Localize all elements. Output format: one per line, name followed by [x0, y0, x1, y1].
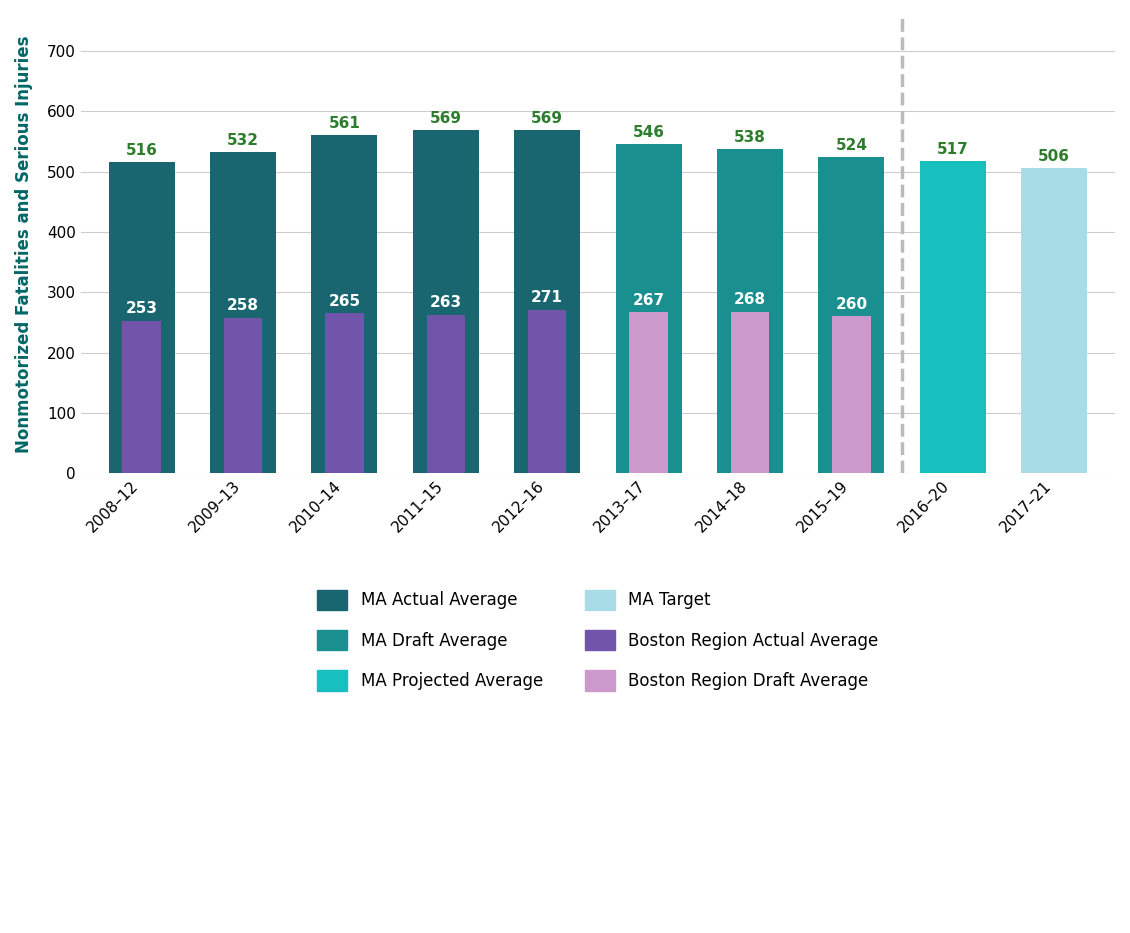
Bar — [528, 310, 566, 473]
Text: 253: 253 — [125, 301, 157, 316]
Text: 263: 263 — [429, 296, 462, 311]
Text: 561: 561 — [329, 116, 360, 131]
Bar — [325, 313, 364, 473]
Text: 569: 569 — [531, 111, 563, 126]
Text: 524: 524 — [835, 138, 868, 153]
Text: 532: 532 — [227, 133, 259, 148]
Bar — [832, 316, 870, 473]
Bar — [818, 158, 885, 473]
Text: 506: 506 — [1038, 149, 1070, 164]
Bar — [108, 162, 174, 473]
Text: 267: 267 — [633, 293, 664, 308]
Bar — [629, 313, 668, 473]
Text: 265: 265 — [329, 294, 360, 309]
Bar — [210, 152, 276, 473]
Bar — [122, 321, 160, 473]
Text: 268: 268 — [733, 292, 766, 307]
Bar — [718, 148, 783, 473]
Text: 517: 517 — [937, 142, 968, 158]
Bar — [920, 161, 985, 473]
Bar — [412, 130, 479, 473]
Bar — [426, 314, 466, 473]
Legend: MA Actual Average, MA Draft Average, MA Projected Average, MA Target, Boston Reg: MA Actual Average, MA Draft Average, MA … — [301, 573, 895, 707]
Text: 260: 260 — [835, 297, 868, 313]
Bar — [731, 312, 770, 473]
Text: 538: 538 — [734, 130, 766, 145]
Text: 546: 546 — [633, 125, 664, 140]
Bar — [616, 144, 681, 473]
Bar — [514, 130, 580, 473]
Text: 516: 516 — [125, 143, 157, 158]
Text: 569: 569 — [429, 111, 462, 126]
Bar — [312, 135, 377, 473]
Y-axis label: Nonmotorized Fatalities and Serious Injuries: Nonmotorized Fatalities and Serious Inju… — [15, 35, 33, 453]
Bar — [224, 317, 262, 473]
Bar — [1022, 168, 1087, 473]
Text: 258: 258 — [227, 299, 259, 313]
Text: 271: 271 — [531, 290, 563, 305]
